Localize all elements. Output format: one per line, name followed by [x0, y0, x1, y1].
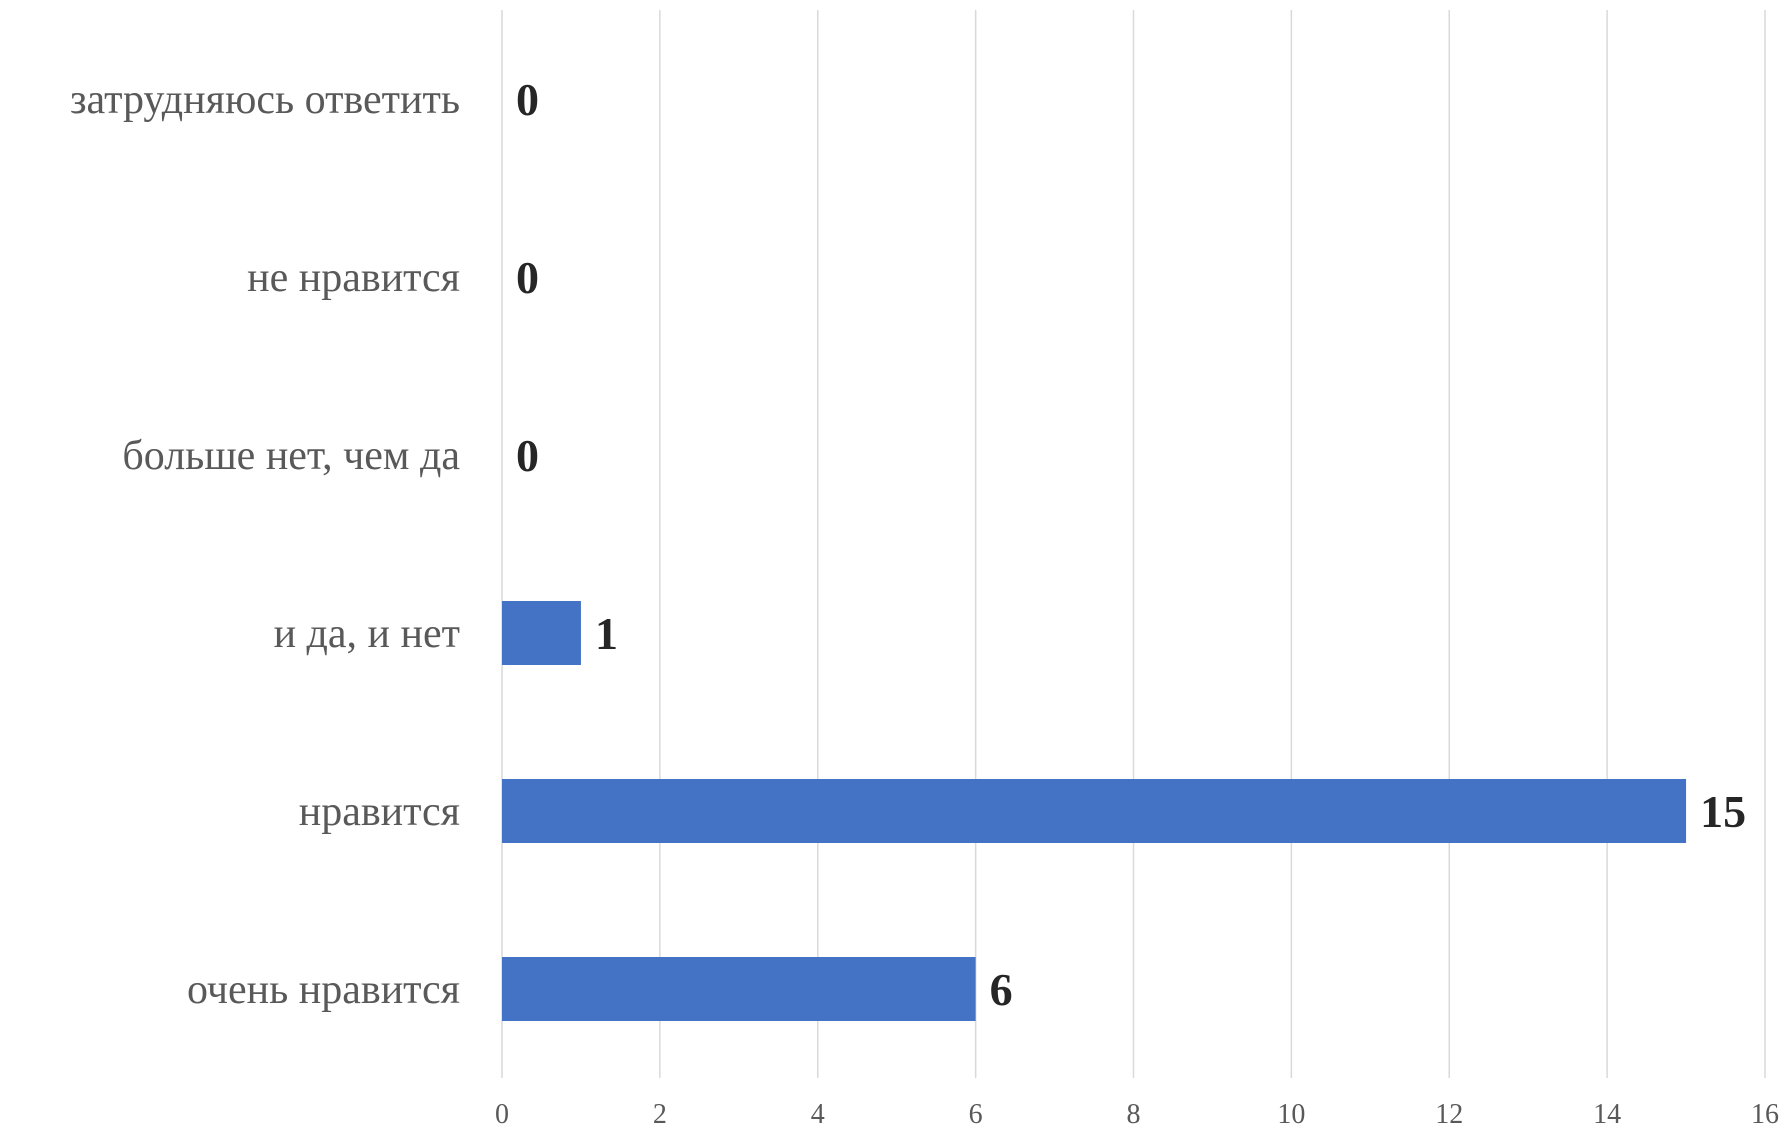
- x-tick-label-8: 8: [1127, 1099, 1141, 1130]
- category-label-0: очень нравится: [187, 967, 460, 1013]
- data-label-0: 6: [990, 964, 1013, 1015]
- data-labels: 6 15 1 0 0 0: [516, 74, 1746, 1015]
- x-tick-label-16: 16: [1751, 1099, 1779, 1130]
- x-tick-label-14: 14: [1593, 1099, 1621, 1130]
- data-label-1: 15: [1700, 786, 1746, 837]
- bars: [502, 601, 1687, 1021]
- x-tick-label-6: 6: [969, 1099, 983, 1130]
- category-labels: очень нравится нравится и да, и нет больше …: [70, 77, 460, 1013]
- x-tick-label-2: 2: [653, 1099, 667, 1130]
- data-label-3: 0: [516, 430, 539, 481]
- x-tick-label-4: 4: [811, 1099, 825, 1130]
- x-tick-label-12: 12: [1435, 1099, 1463, 1130]
- x-tick-label-10: 10: [1277, 1099, 1305, 1130]
- data-label-4: 0: [516, 252, 539, 303]
- x-axis-tick-labels: 0 2 4 6 8 10 12 14 16: [495, 1099, 1779, 1130]
- gridlines: [501, 10, 1766, 1078]
- category-label-3: больше нет, чем да: [122, 433, 460, 479]
- category-label-2: и да, и нет: [274, 611, 460, 657]
- category-label-1: нравится: [299, 789, 460, 835]
- category-label-4: не нравится: [247, 255, 460, 301]
- x-tick-label-0: 0: [495, 1099, 509, 1130]
- data-label-5: 0: [516, 74, 539, 125]
- bar-0: [502, 957, 976, 1021]
- bar-1: [502, 779, 1687, 843]
- bar-2: [502, 601, 581, 665]
- category-label-5: затрудняюсь ответить: [70, 77, 460, 123]
- data-label-2: 1: [595, 608, 618, 659]
